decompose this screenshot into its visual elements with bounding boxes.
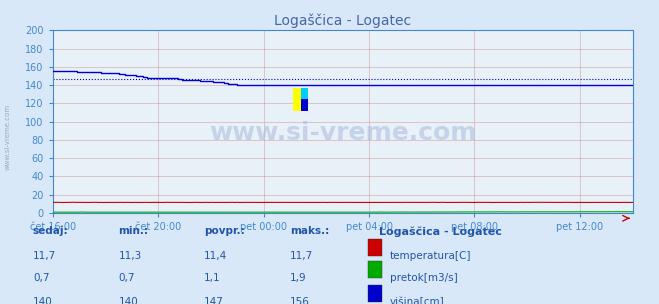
Text: 1,1: 1,1 [204, 273, 221, 283]
FancyBboxPatch shape [368, 239, 382, 256]
Text: 0,7: 0,7 [33, 273, 49, 283]
Text: 140: 140 [119, 297, 138, 304]
Text: višina[cm]: višina[cm] [390, 297, 445, 304]
Text: 156: 156 [290, 297, 310, 304]
Text: 0,7: 0,7 [119, 273, 135, 283]
Text: 11,4: 11,4 [204, 251, 227, 261]
Text: sedaj:: sedaj: [33, 226, 69, 237]
Text: povpr.:: povpr.: [204, 226, 245, 237]
Text: min.:: min.: [119, 226, 149, 237]
FancyBboxPatch shape [368, 261, 382, 278]
Text: Logaščica - Logatec: Logaščica - Logatec [379, 226, 501, 237]
Text: temperatura[C]: temperatura[C] [390, 251, 472, 261]
Text: 11,3: 11,3 [119, 251, 142, 261]
FancyBboxPatch shape [368, 285, 382, 302]
Title: Logaščica - Logatec: Logaščica - Logatec [274, 13, 411, 28]
Text: 1,9: 1,9 [290, 273, 306, 283]
Text: www.si-vreme.com: www.si-vreme.com [5, 104, 11, 170]
Text: 11,7: 11,7 [290, 251, 313, 261]
Text: maks.:: maks.: [290, 226, 330, 237]
Text: 147: 147 [204, 297, 224, 304]
Text: 11,7: 11,7 [33, 251, 56, 261]
Text: pretok[m3/s]: pretok[m3/s] [390, 273, 458, 283]
Text: 140: 140 [33, 297, 53, 304]
Text: www.si-vreme.com: www.si-vreme.com [209, 121, 476, 144]
